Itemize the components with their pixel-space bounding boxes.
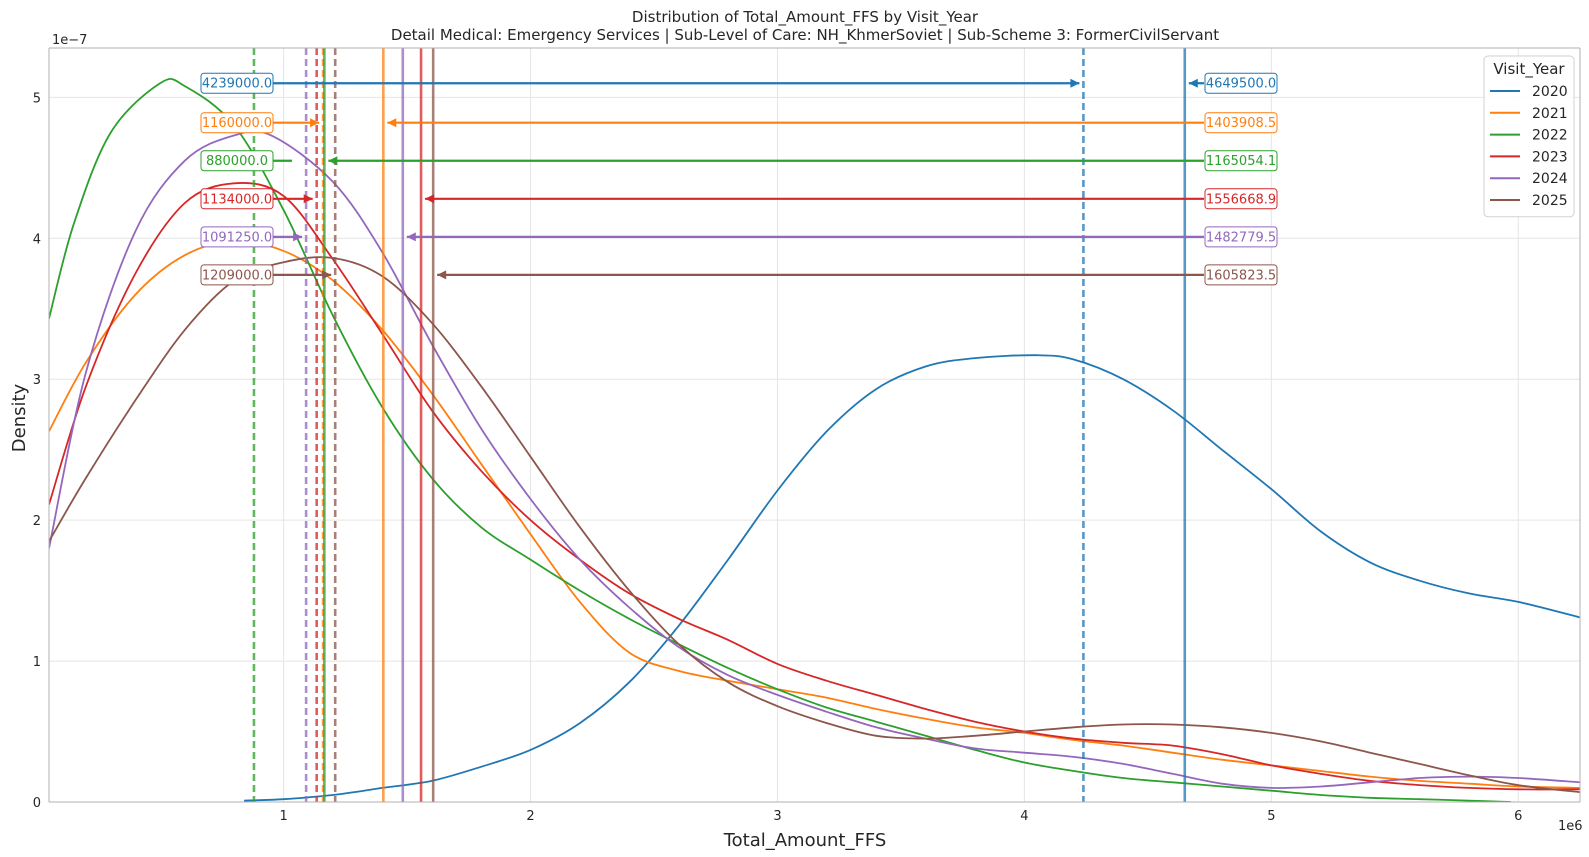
- x-tick-label: 1: [279, 809, 287, 824]
- x-tick-label: 3: [773, 809, 781, 824]
- density-line-2025: [49, 256, 1580, 793]
- chart-subtitle: Detail Medical: Emergency Services | Sub…: [391, 26, 1219, 45]
- median-label-2022-box: [200, 150, 274, 172]
- x-tick-label: 5: [1267, 809, 1275, 824]
- x-tick-label: 6: [1514, 809, 1522, 824]
- plot-area: 1 2 3 4 5 6 0 1 2 3 4 5 4239000.0 4649500.0 1160000.0 1…: [33, 47, 1581, 824]
- mean-label-2020-box: [1204, 72, 1278, 94]
- median-label-2023: 1134000.0: [202, 192, 272, 207]
- mean-arrow-2021-head: [387, 118, 397, 128]
- mean-arrow-2024-head: [406, 232, 416, 242]
- mean-label-2020: 4649500.0: [1206, 77, 1276, 92]
- chart-title: Distribution of Total_Amount_FFS by Visi…: [632, 8, 979, 27]
- median-label-2020-box: [200, 72, 274, 94]
- density-line-2020: [244, 354, 1580, 802]
- mean-label-2025: 1605823.5: [1206, 268, 1276, 283]
- mean-label-2022: 1165054.1: [1206, 154, 1276, 169]
- legend-box: [1483, 55, 1575, 218]
- y-tick-label: 4: [33, 232, 41, 247]
- median-arrow-2023-head: [303, 194, 313, 204]
- y-axis-label: Density: [9, 383, 30, 452]
- median-arrow-2020-head: [1070, 78, 1080, 88]
- median-arrow-2024-head: [293, 232, 303, 242]
- x-tick-label: 4: [1020, 809, 1028, 824]
- x-axis-label: Total_Amount_FFS: [723, 830, 887, 851]
- median-arrow-2021-head: [310, 118, 320, 128]
- mean-label-2025-box: [1204, 264, 1278, 286]
- mean-label-2021: 1403908.5: [1206, 116, 1276, 131]
- legend-entry-2024: 2024: [1532, 171, 1568, 187]
- x-scale-label: 1e6: [1558, 819, 1583, 834]
- mean-label-2024-box: [1204, 226, 1278, 248]
- legend-entry-2025: 2025: [1532, 193, 1568, 209]
- median-label-2024-box: [200, 226, 274, 248]
- mean-arrow-2022-head: [328, 156, 338, 166]
- mean-label-2023-box: [1204, 188, 1278, 210]
- legend-title: Visit_Year: [1493, 60, 1565, 79]
- median-label-2025: 1209000.0: [202, 268, 272, 283]
- density-line-2023: [49, 182, 1580, 791]
- median-arrow-2025-head: [322, 270, 332, 280]
- mean-label-2024: 1482779.5: [1206, 230, 1276, 245]
- mean-arrow-2020-head: [1188, 78, 1198, 88]
- mean-label-2023: 1556668.9: [1206, 192, 1276, 207]
- median-label-2025-box: [200, 264, 274, 286]
- median-label-2020: 4239000.0: [202, 77, 272, 92]
- median-label-2023-box: [200, 188, 274, 210]
- x-tick-label: 2: [526, 809, 534, 824]
- legend-entry-2022: 2022: [1532, 128, 1568, 144]
- median-label-2021-box: [200, 112, 274, 134]
- y-scale-label: 1e−7: [52, 33, 87, 48]
- median-label-2024: 1091250.0: [202, 230, 272, 245]
- legend-entry-2023: 2023: [1532, 149, 1568, 165]
- legend-entry-2021: 2021: [1532, 106, 1568, 122]
- mean-label-2021-box: [1204, 112, 1278, 134]
- y-tick-label: 1: [33, 655, 41, 670]
- legend-entry-2020: 2020: [1532, 84, 1568, 100]
- mean-arrow-2025-head: [437, 270, 447, 280]
- median-label-2021: 1160000.0: [202, 116, 272, 131]
- y-tick-label: 3: [33, 373, 41, 388]
- y-tick-label: 0: [33, 796, 41, 811]
- legend: Visit_Year 2020 2021 2022 2023 2024 2025: [1483, 55, 1575, 218]
- y-tick-label: 5: [33, 91, 41, 106]
- mean-arrow-2023-head: [425, 194, 435, 204]
- median-label-2022: 880000.0: [206, 154, 268, 169]
- y-tick-label: 2: [33, 514, 41, 529]
- mean-label-2022-box: [1204, 150, 1278, 172]
